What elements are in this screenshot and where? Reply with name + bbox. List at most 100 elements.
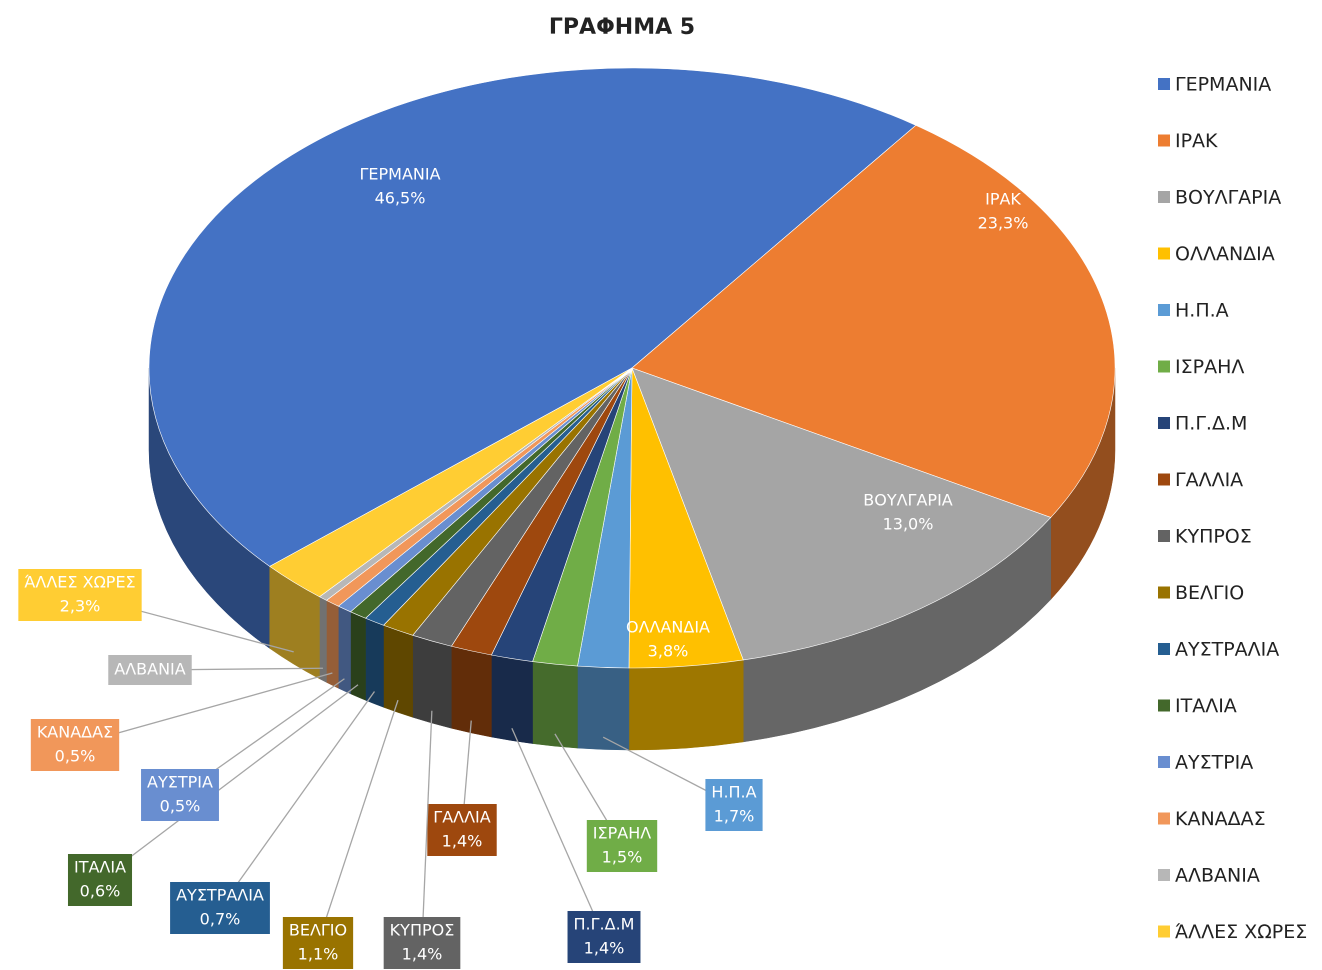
- data-label-name: ΟΛΛΑΝΔΙΑ: [626, 618, 710, 637]
- legend-label: ΒΕΛΓΙΟ: [1175, 582, 1244, 604]
- data-label-value: 0,7%: [200, 910, 241, 929]
- data-label-name: ΙΡΑΚ: [985, 190, 1021, 209]
- data-label-value: 0,5%: [55, 747, 96, 766]
- data-label-name: ΑΛΒΑΝΙΑ: [114, 660, 186, 679]
- legend-swatch: [1158, 134, 1170, 147]
- data-label: ΆΛΛΕΣ ΧΩΡΕΣ 2,3%: [18, 569, 142, 621]
- data-label: ΑΛΒΑΝΙΑ: [108, 655, 192, 685]
- data-label: Π.Γ.Δ.Μ 1,4%: [567, 911, 641, 963]
- leader-line: [511, 728, 605, 938]
- data-label-value: 46,5%: [375, 189, 426, 208]
- pie-slice: [148, 67, 917, 567]
- data-label-name: ΚΑΝΑΔΑΣ: [37, 723, 113, 742]
- legend-swatch: [1158, 586, 1170, 599]
- pie-side: [350, 611, 366, 701]
- legend-label: Η.Π.Α: [1175, 300, 1229, 322]
- data-label: ΚΑΝΑΔΑΣ 0,5%: [30, 719, 120, 771]
- legend-swatch: [1158, 78, 1170, 90]
- legend-label: ΒΟΥΛΓΑΡΙΑ: [1175, 187, 1281, 209]
- legend-label: ΙΡΑΚ: [1175, 130, 1218, 152]
- data-label-box: [18, 569, 142, 621]
- pie-side: [338, 605, 351, 695]
- data-label-value: 1,4%: [584, 939, 625, 958]
- legend-label: ΆΛΛΕΣ ΧΩΡΕΣ: [1175, 921, 1307, 943]
- chart-title: ΓΡΑΦΗΜΑ 5: [549, 15, 695, 40]
- legend-label: ΑΛΒΑΝΙΑ: [1175, 865, 1260, 887]
- data-label: ΑΥΣΤΡΙΑ 0,5%: [141, 769, 219, 821]
- pie-tops: [148, 67, 1116, 669]
- data-label-box: [30, 719, 120, 771]
- data-label: ΓΑΛΛΙΑ 1,4%: [427, 804, 497, 856]
- data-label-name: ΑΥΣΤΡΙΑ: [147, 773, 213, 792]
- pie-sides: [148, 367, 1116, 751]
- pie-side: [628, 659, 744, 751]
- pie-slice: [631, 124, 1116, 518]
- pie-side: [319, 596, 327, 683]
- data-label-value: 1,5%: [602, 848, 643, 867]
- data-label-name: ΙΤΑΛΙΑ: [74, 858, 126, 877]
- legend-label: ΙΤΑΛΙΑ: [1175, 695, 1237, 717]
- legend-label: ΑΥΣΤΡΑΛΙΑ: [1175, 639, 1279, 661]
- leader-line: [99, 684, 359, 881]
- data-label-box: [383, 917, 461, 969]
- legend-label: ΙΣΡΑΗΛ: [1175, 356, 1244, 378]
- data-label-box: [705, 779, 763, 831]
- data-label: ΑΥΣΤΡΑΛΙΑ 0,7%: [170, 882, 270, 934]
- data-label-name: ΒΕΛΓΙΟ: [289, 921, 347, 940]
- legend-label: ΚΑΝΑΔΑΣ: [1175, 808, 1266, 830]
- leader-line: [421, 710, 433, 944]
- legend-swatch: [1158, 304, 1170, 316]
- data-label-name: ΒΟΥΛΓΑΡΙΑ: [863, 491, 953, 510]
- legend-swatch: [1158, 417, 1170, 429]
- data-labels: ΓΕΡΜΑΝΙΑ 46,5% ΙΡΑΚ 23,3% ΒΟΥΛΓΑΡΙΑ 13,0% ΟΛΛΑ…: [18, 165, 1028, 969]
- pie-side: [326, 599, 339, 689]
- legend-label: ΓΑΛΛΙΑ: [1175, 469, 1243, 491]
- pie-side: [383, 624, 413, 718]
- data-label-name: ΓΕΡΜΑΝΙΑ: [359, 165, 440, 184]
- data-label-box: [282, 917, 354, 969]
- data-label-value: 1,1%: [298, 945, 339, 964]
- legend-swatch: [1158, 247, 1170, 260]
- leader-line: [317, 699, 399, 944]
- data-label-box: [67, 854, 133, 906]
- pie-side: [491, 654, 533, 744]
- legend-label: ΑΥΣΤΡΙΑ: [1175, 752, 1253, 774]
- legend-swatch: [1158, 360, 1170, 373]
- data-label-box: [427, 804, 497, 856]
- legend-swatch: [1158, 812, 1170, 825]
- leader-line: [219, 691, 376, 909]
- data-label-box: [170, 882, 270, 934]
- data-label: Η.Π.Α 1,7%: [705, 779, 763, 831]
- data-label-box: [141, 769, 219, 821]
- legend-label: ΟΛΛΑΝΔΙΑ: [1175, 243, 1275, 265]
- data-label-name: Η.Π.Α: [711, 783, 756, 802]
- legend-label: Π.Γ.Δ.Μ: [1175, 413, 1247, 435]
- legend-swatch: [1158, 869, 1170, 881]
- legend-swatch: [1158, 473, 1170, 486]
- data-label-name: ΓΑΛΛΙΑ: [433, 808, 490, 827]
- data-label-value: 3,8%: [648, 642, 689, 661]
- legend-swatch: [1158, 530, 1170, 542]
- data-label: ΙΤΑΛΙΑ 0,6%: [67, 854, 133, 906]
- pie-slice: [269, 367, 633, 598]
- data-label-name: Π.Γ.Δ.Μ: [574, 915, 635, 934]
- data-label-value: 1,7%: [714, 807, 755, 826]
- legend-label: ΚΥΠΡΟΣ: [1175, 526, 1252, 548]
- data-label-name: ΑΥΣΤΡΑΛΙΑ: [176, 886, 264, 905]
- data-label: ΚΥΠΡΟΣ 1,4%: [383, 917, 461, 969]
- data-label: ΒΕΛΓΙΟ 1,1%: [282, 917, 354, 969]
- data-label-box: [586, 820, 658, 872]
- data-label-value: 1,4%: [402, 945, 443, 964]
- legend-swatch: [1158, 699, 1170, 712]
- legend-swatch: [1158, 925, 1170, 938]
- data-label-value: 2,3%: [60, 597, 101, 616]
- data-label-name: ΆΛΛΕΣ ΧΩΡΕΣ: [24, 573, 135, 592]
- data-label-box: [108, 655, 192, 685]
- data-label-value: 1,4%: [442, 832, 483, 851]
- data-label-name: ΚΥΠΡΟΣ: [390, 921, 455, 940]
- legend-label: ΓΕΡΜΑΝΙΑ: [1175, 74, 1271, 96]
- data-label-name: ΙΣΡΑΗΛ: [593, 824, 651, 843]
- legend-swatch: [1158, 756, 1170, 768]
- legend: ΓΕΡΜΑΝΙΑ ΙΡΑΚ ΒΟΥΛΓΑΡΙΑ ΟΛΛΑΝΔΙΑ Η.Π.Α ΙΣΡΑΗΛ…: [1158, 74, 1307, 943]
